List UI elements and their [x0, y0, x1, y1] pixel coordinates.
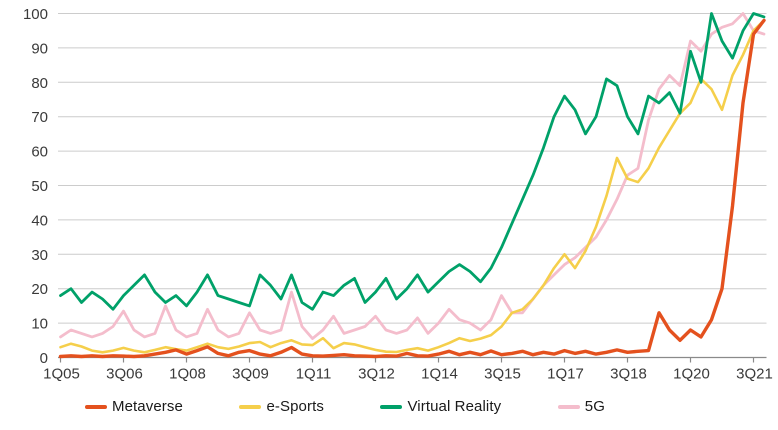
x-axis-label-3Q09: 3Q09: [232, 366, 269, 383]
legend-item-5g: 5G: [557, 398, 605, 415]
y-axis-label-10: 10: [31, 316, 48, 333]
x-axis-label-1Q20: 1Q20: [673, 366, 710, 383]
x-axis-label-3Q15: 3Q15: [484, 366, 521, 383]
series-line-metaverse: [58, 18, 766, 359]
x-axis-label-1Q05: 1Q05: [43, 366, 80, 383]
virtual-reality-line-swatch: [380, 404, 403, 409]
x-axis-label-3Q21: 3Q21: [736, 366, 773, 383]
y-axis-label-30: 30: [31, 247, 48, 264]
line-chart-canvas: 0 10 20 30 40 50 60 70 80 90 100 1Q05 3Q06 1Q08 3Q09 1Q…: [23, 6, 773, 383]
chart-legend: Metaverse e-Sports Virtual Reality 5G: [85, 398, 605, 415]
y-axis-label-50: 50: [31, 178, 48, 195]
legend-label-5g: 5G: [584, 398, 605, 415]
legend-item-virtual-reality: Virtual Reality: [380, 398, 501, 415]
y-axis-label-100: 100: [23, 6, 48, 23]
series-line-5g: [59, 12, 766, 341]
x-axis-label-1Q14: 1Q14: [421, 366, 458, 383]
y-axis-label-60: 60: [31, 144, 48, 161]
y-axis-label-80: 80: [31, 75, 48, 92]
legend-item-metaverse: Metaverse: [85, 398, 183, 415]
x-axis-label-3Q12: 3Q12: [358, 366, 395, 383]
y-axis-label-20: 20: [31, 281, 48, 298]
legend-label-esports: e-Sports: [266, 398, 324, 415]
esports-line-swatch: [239, 404, 262, 409]
legend-item-esports: e-Sports: [239, 398, 324, 415]
series-line-virtual-reality: [59, 12, 766, 311]
x-axis-label-1Q11: 1Q11: [296, 366, 332, 383]
5g-line-swatch: [557, 404, 580, 409]
y-axis-label-70: 70: [31, 109, 48, 126]
y-axis-label-0: 0: [40, 350, 48, 367]
metaverse-line-swatch: [85, 404, 107, 409]
y-axis-label-40: 40: [31, 212, 48, 229]
x-axis-label-3Q18: 3Q18: [610, 366, 647, 383]
y-axis-label-90: 90: [31, 40, 48, 57]
x-axis-label-1Q17: 1Q17: [547, 366, 584, 383]
legend-label-metaverse: Metaverse: [112, 398, 183, 415]
x-axis-label-3Q06: 3Q06: [106, 366, 143, 383]
x-axis-label-1Q08: 1Q08: [169, 366, 206, 383]
legend-label-virtual-reality: Virtual Reality: [407, 398, 502, 415]
